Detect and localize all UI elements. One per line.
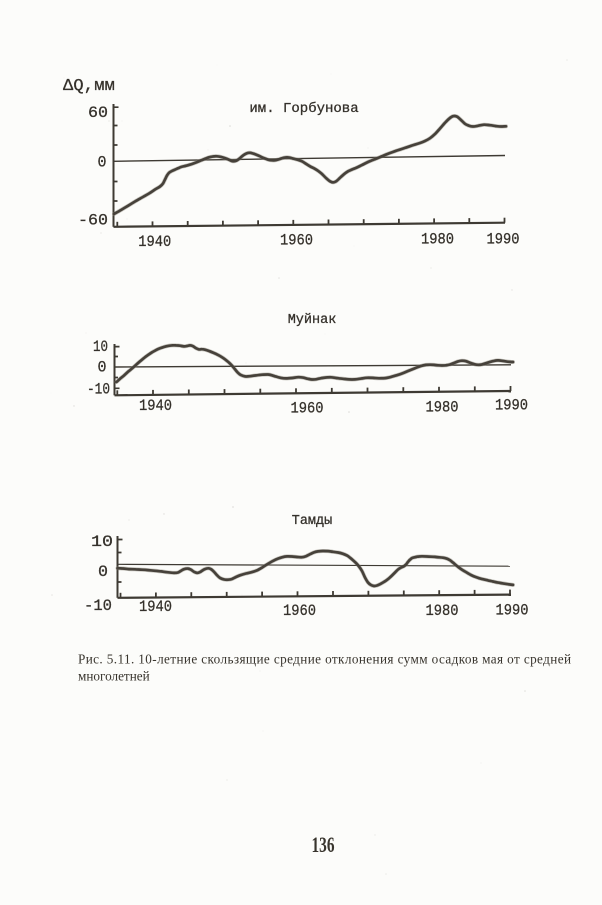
- svg-text:1990: 1990: [487, 230, 520, 248]
- svg-text:10: 10: [91, 533, 113, 551]
- svg-text:1980: 1980: [426, 399, 459, 417]
- svg-text:1980: 1980: [421, 231, 454, 249]
- svg-text:1940: 1940: [138, 233, 171, 251]
- svg-text:1960: 1960: [280, 232, 313, 250]
- svg-text:1960: 1960: [283, 602, 316, 620]
- svg-text:Тамды: Тамды: [292, 514, 333, 529]
- svg-text:-60: -60: [78, 212, 108, 230]
- svg-text:1960: 1960: [291, 400, 324, 418]
- svg-text:Муйнак: Муйнак: [288, 313, 337, 328]
- svg-text:0: 0: [98, 154, 107, 172]
- svg-text:Рис. 5.11. 10-летние скользящи: Рис. 5.11. 10-летние скользящие средние …: [78, 652, 571, 667]
- svg-text:10: 10: [93, 338, 108, 356]
- svg-text:1990: 1990: [495, 397, 528, 415]
- svg-text:им. Горбунова: им. Горбунова: [249, 100, 358, 117]
- svg-text:1990: 1990: [496, 602, 529, 620]
- svg-text:-10: -10: [84, 597, 112, 615]
- svg-text:1980: 1980: [426, 602, 459, 620]
- svg-text:1940: 1940: [139, 598, 172, 616]
- svg-text:1940: 1940: [139, 397, 172, 415]
- svg-text:ΔQ,мм: ΔQ,мм: [63, 77, 115, 96]
- svg-text:0: 0: [98, 563, 108, 581]
- svg-text:0: 0: [98, 359, 107, 377]
- svg-text:136: 136: [312, 832, 335, 857]
- svg-text:60: 60: [88, 104, 108, 122]
- svg-text:-10: -10: [87, 381, 110, 399]
- svg-text:многолетней: многолетней: [78, 669, 150, 684]
